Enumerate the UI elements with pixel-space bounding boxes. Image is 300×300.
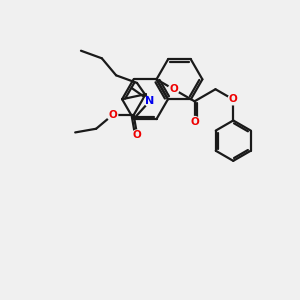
Circle shape [132, 130, 142, 141]
Text: O: O [133, 130, 142, 140]
Text: O: O [190, 117, 199, 127]
Text: O: O [108, 110, 117, 120]
Circle shape [107, 110, 118, 120]
Circle shape [144, 96, 155, 106]
Text: O: O [169, 84, 178, 94]
Circle shape [168, 84, 179, 94]
Circle shape [228, 94, 238, 105]
Text: O: O [229, 94, 238, 104]
Circle shape [189, 116, 200, 127]
Text: N: N [145, 96, 154, 106]
